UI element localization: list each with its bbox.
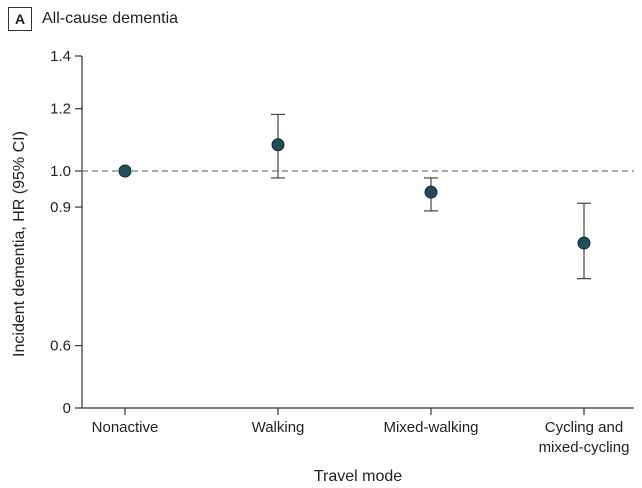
data-point-2 xyxy=(424,185,438,199)
y-tick-label-3: 1.0 xyxy=(50,163,71,180)
x-tick-label-2: Mixed-walking xyxy=(383,419,478,436)
x-axis-title: Travel mode xyxy=(314,468,402,485)
y-tick-label-4: 1.2 xyxy=(50,101,71,118)
panel-letter-badge: A xyxy=(8,7,32,31)
x-tick-label-0: Nonactive xyxy=(92,419,159,436)
y-axis-title: Incident dementia, HR (95% CI) xyxy=(11,131,28,357)
x-tick-label-1: Walking xyxy=(252,419,305,436)
y-tick-label-1: 0.6 xyxy=(50,338,71,355)
y-tick-label-5: 1.4 xyxy=(50,48,71,65)
y-tick-label-0: 0 xyxy=(63,400,71,417)
data-point-3 xyxy=(577,236,591,250)
x-tick-label-3: Cycling and mixed-cycling xyxy=(539,419,630,456)
data-point-0 xyxy=(118,164,132,178)
y-tick-label-2: 0.9 xyxy=(50,199,71,216)
data-point-1 xyxy=(271,138,285,152)
panel-title: All-cause dementia xyxy=(42,10,179,27)
panel-header: A All-cause dementia xyxy=(8,6,178,32)
